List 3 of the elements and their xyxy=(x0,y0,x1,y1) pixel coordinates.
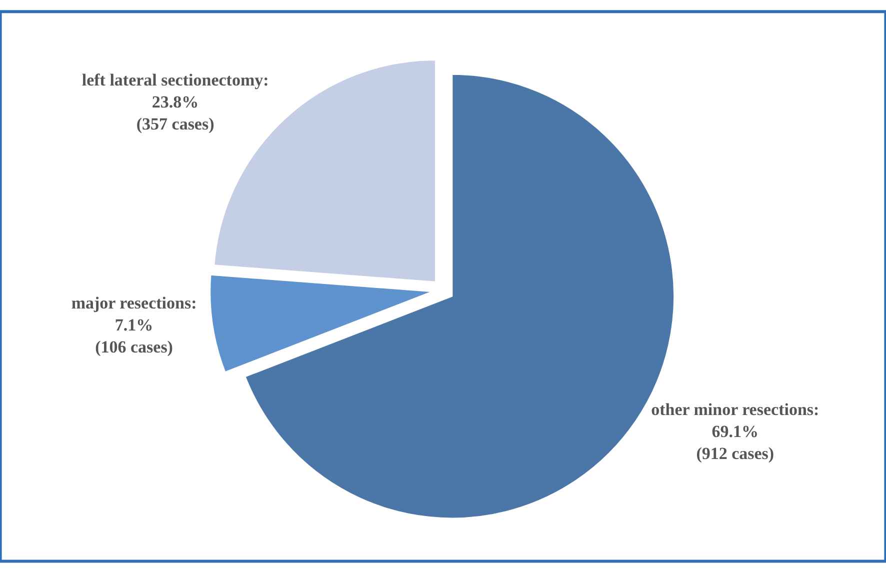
slice-label: left lateral sectionectomy: 23.8% (357 cases) xyxy=(82,70,269,134)
slice-label: other minor resections: 69.1% (912 cases) xyxy=(651,400,820,464)
slice-label: major resections: 7.1% (106 cases) xyxy=(71,293,197,357)
